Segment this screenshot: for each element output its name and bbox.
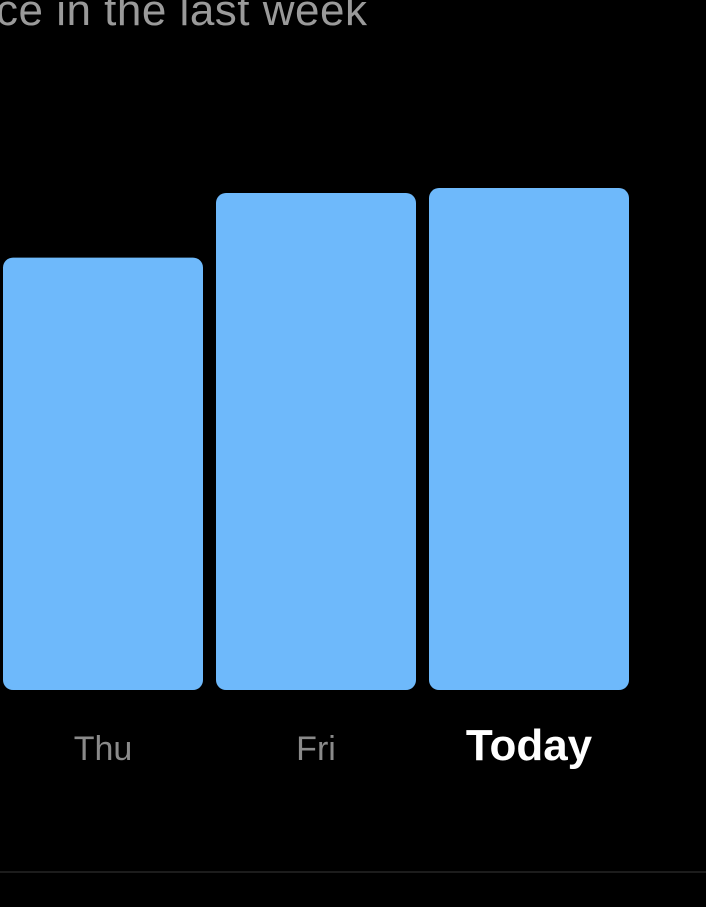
bar-label-thu: Thu: [74, 730, 133, 768]
bar-thu[interactable]: [3, 257, 203, 690]
bar-today[interactable]: [429, 188, 629, 690]
bottom-divider: [0, 871, 706, 873]
bar-label-today: Today: [466, 721, 593, 770]
bar-fri[interactable]: [216, 193, 416, 690]
weekly-bar-chart: Thu Fri Today: [3, 188, 629, 770]
chart-subtitle: ce in the last week: [0, 0, 368, 35]
bar-label-fri: Fri: [296, 730, 336, 768]
